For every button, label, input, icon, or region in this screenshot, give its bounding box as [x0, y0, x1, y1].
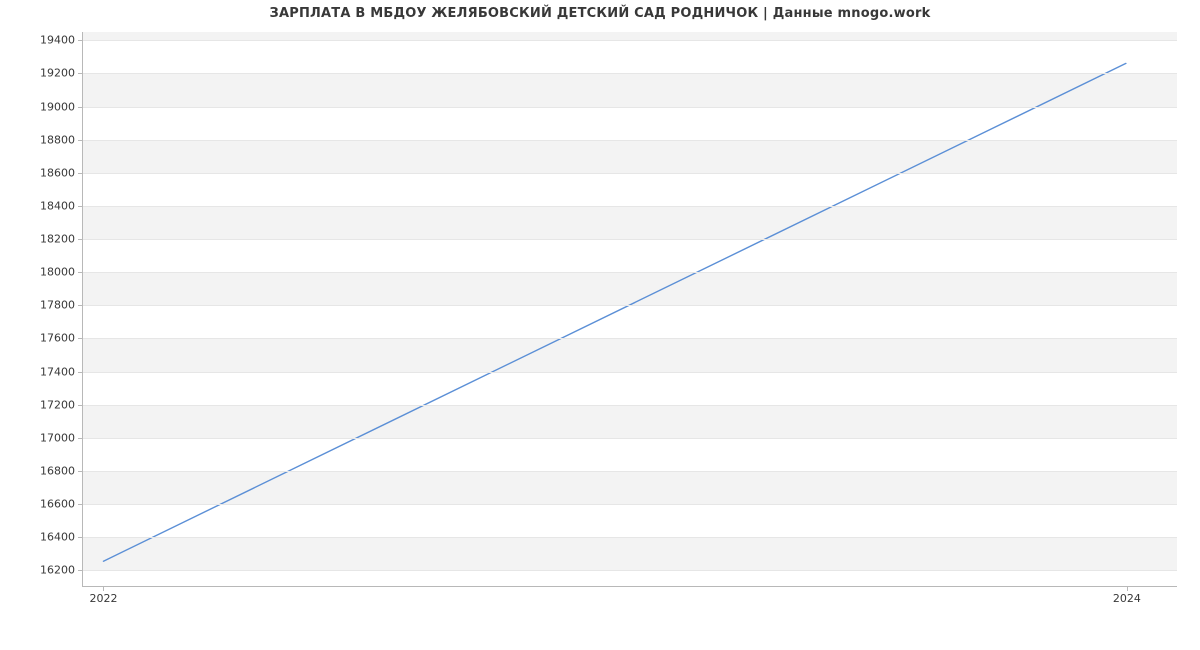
y-tick-label: 18600: [40, 166, 75, 179]
chart-gridline: [83, 372, 1177, 373]
chart-gridline: [83, 504, 1177, 505]
y-tick-mark: [78, 471, 83, 472]
y-tick-mark: [78, 438, 83, 439]
chart-gridline: [83, 140, 1177, 141]
x-tick-mark: [103, 586, 104, 591]
chart-gridline: [83, 570, 1177, 571]
y-tick-label: 19200: [40, 67, 75, 80]
y-tick-label: 18400: [40, 199, 75, 212]
y-tick-label: 17200: [40, 398, 75, 411]
y-tick-label: 18000: [40, 266, 75, 279]
y-tick-mark: [78, 537, 83, 538]
y-tick-mark: [78, 570, 83, 571]
y-tick-mark: [78, 140, 83, 141]
y-tick-label: 17000: [40, 431, 75, 444]
y-tick-mark: [78, 73, 83, 74]
chart-gridline: [83, 272, 1177, 273]
y-tick-label: 16800: [40, 465, 75, 478]
chart-gridline: [83, 405, 1177, 406]
y-tick-label: 17400: [40, 365, 75, 378]
y-tick-label: 18200: [40, 233, 75, 246]
y-tick-mark: [78, 173, 83, 174]
y-tick-mark: [78, 372, 83, 373]
y-tick-label: 18800: [40, 133, 75, 146]
chart-gridline: [83, 107, 1177, 108]
y-tick-mark: [78, 504, 83, 505]
y-tick-mark: [78, 40, 83, 41]
y-tick-label: 17800: [40, 299, 75, 312]
chart-gridline: [83, 173, 1177, 174]
y-tick-mark: [78, 338, 83, 339]
chart-gridline: [83, 73, 1177, 74]
y-tick-mark: [78, 305, 83, 306]
y-tick-mark: [78, 272, 83, 273]
y-tick-mark: [78, 107, 83, 108]
y-tick-label: 16400: [40, 531, 75, 544]
x-tick-label: 2024: [1113, 592, 1141, 605]
chart-gridline: [83, 239, 1177, 240]
y-tick-label: 16600: [40, 498, 75, 511]
y-tick-mark: [78, 405, 83, 406]
chart-gridline: [83, 471, 1177, 472]
series-line-salary: [103, 63, 1125, 561]
chart-gridline: [83, 40, 1177, 41]
chart-gridline: [83, 338, 1177, 339]
y-tick-label: 19400: [40, 34, 75, 47]
chart-line-layer: [83, 32, 1177, 586]
y-tick-label: 16200: [40, 564, 75, 577]
y-tick-mark: [78, 206, 83, 207]
x-tick-label: 2022: [89, 592, 117, 605]
chart-plot-area: 1620016400166001680017000172001740017600…: [82, 32, 1177, 587]
x-tick-mark: [1127, 586, 1128, 591]
chart-container: ЗАРПЛАТА В МБДОУ ЖЕЛЯБОВСКИЙ ДЕТСКИЙ САД…: [0, 0, 1200, 650]
y-tick-label: 19000: [40, 100, 75, 113]
chart-gridline: [83, 537, 1177, 538]
chart-gridline: [83, 438, 1177, 439]
chart-gridline: [83, 305, 1177, 306]
y-tick-mark: [78, 239, 83, 240]
y-tick-label: 17600: [40, 332, 75, 345]
chart-gridline: [83, 206, 1177, 207]
chart-title: ЗАРПЛАТА В МБДОУ ЖЕЛЯБОВСКИЙ ДЕТСКИЙ САД…: [0, 6, 1200, 21]
